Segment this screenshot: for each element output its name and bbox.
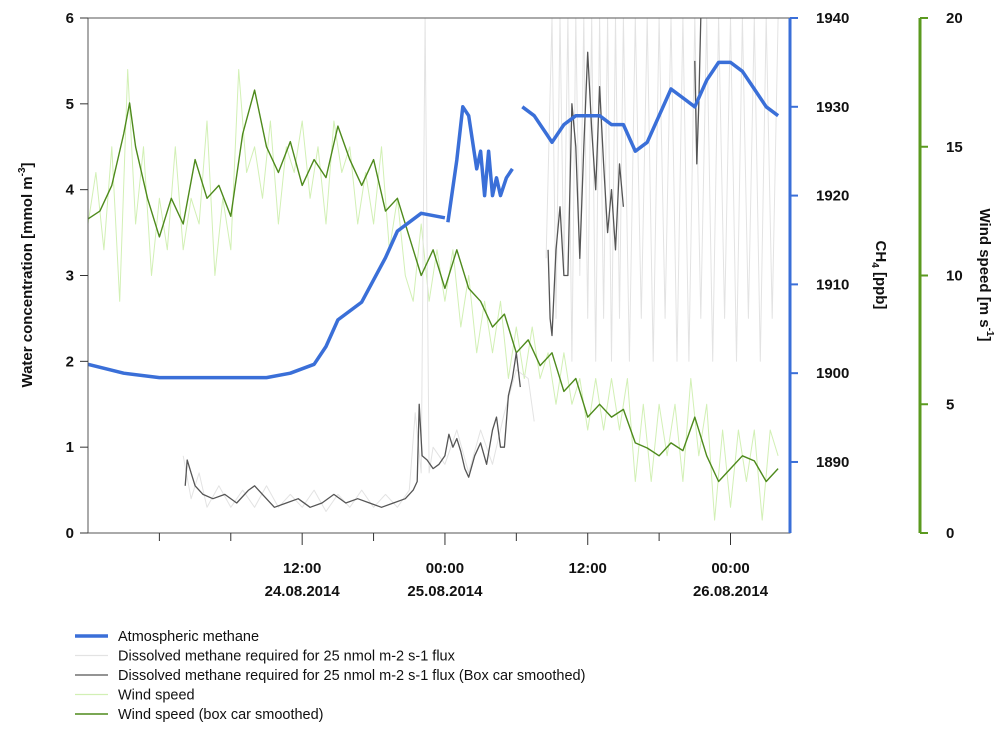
series-4-line-0	[88, 89, 779, 483]
y-left-tick-label-6: 6	[66, 10, 74, 27]
axes-layer: 0 1 2 3 4 5 6 1890 1900 1910 1920 1930 1940 0 5 10 15 20 1…	[17, 10, 995, 600]
series-0-line-2	[521, 60, 780, 153]
series-3	[88, 69, 779, 521]
y-left-tick-label-0: 0	[66, 525, 74, 542]
series-1-line-1	[545, 18, 779, 362]
y-right2-title: Wind speed [m s-1]	[976, 209, 995, 342]
x-tick-label-2: 12:00	[569, 560, 607, 577]
legend-label-3: Wind speed	[118, 688, 195, 704]
legend: Atmospheric methane Dissolved methane req…	[75, 629, 585, 723]
y_right2-tick-label-0: 0	[946, 525, 954, 542]
y-left-title: Water concentration [mmol m-3]	[17, 162, 36, 387]
x-tick-label-3: 00:00	[711, 560, 749, 577]
y_right1-tick-label-4: 1930	[816, 99, 849, 116]
y-right1-title: CH4 [ppb]	[869, 241, 889, 310]
series-3-line-0	[88, 69, 779, 521]
y-left-tick-label-2: 2	[66, 353, 74, 370]
series-2-line-1	[547, 51, 625, 337]
series-0-line-0	[88, 211, 446, 380]
series-0-line-1	[446, 105, 514, 223]
y_right1-tick-label-5: 1940	[816, 10, 849, 27]
y-left-tick-label-3: 3	[66, 268, 74, 285]
x-tick-date-0: 24.08.2014	[265, 583, 341, 600]
y-left-tick-label-1: 1	[66, 439, 74, 456]
y_right1-tick-label-2: 1910	[816, 276, 849, 293]
series-1	[182, 18, 779, 512]
legend-label-4: Wind speed (box car smoothed)	[118, 707, 324, 723]
series-2-line-2	[694, 18, 702, 165]
x-tick-label-1: 00:00	[426, 560, 464, 577]
series-2-line-0	[184, 352, 521, 508]
series-0	[88, 60, 780, 380]
series-4	[88, 89, 779, 483]
plot-area	[88, 18, 780, 521]
legend-label-2: Dissolved methane required for 25 nmol m…	[118, 668, 585, 684]
legend-label-1: Dissolved methane required for 25 nmol m…	[118, 649, 456, 665]
y_right1-tick-label-0: 1890	[816, 454, 849, 471]
y_right2-tick-label-1: 5	[946, 396, 954, 413]
series-1-line-0	[182, 18, 535, 512]
y-left-tick-label-4: 4	[66, 182, 75, 199]
x-tick-label-0: 12:00	[283, 560, 321, 577]
y_right2-tick-label-4: 20	[946, 10, 963, 27]
x-tick-date-1: 25.08.2014	[407, 583, 483, 600]
series-layer	[88, 18, 780, 521]
y-left-tick-label-5: 5	[66, 96, 74, 113]
y_right2-tick-label-3: 15	[946, 139, 963, 156]
legend-label-0: Atmospheric methane	[118, 629, 259, 645]
series-2	[184, 18, 702, 508]
y_right1-tick-label-1: 1900	[816, 365, 849, 382]
y_right1-tick-label-3: 1920	[816, 188, 849, 205]
x-tick-date-3: 26.08.2014	[693, 583, 769, 600]
y_right2-tick-label-2: 10	[946, 268, 963, 285]
